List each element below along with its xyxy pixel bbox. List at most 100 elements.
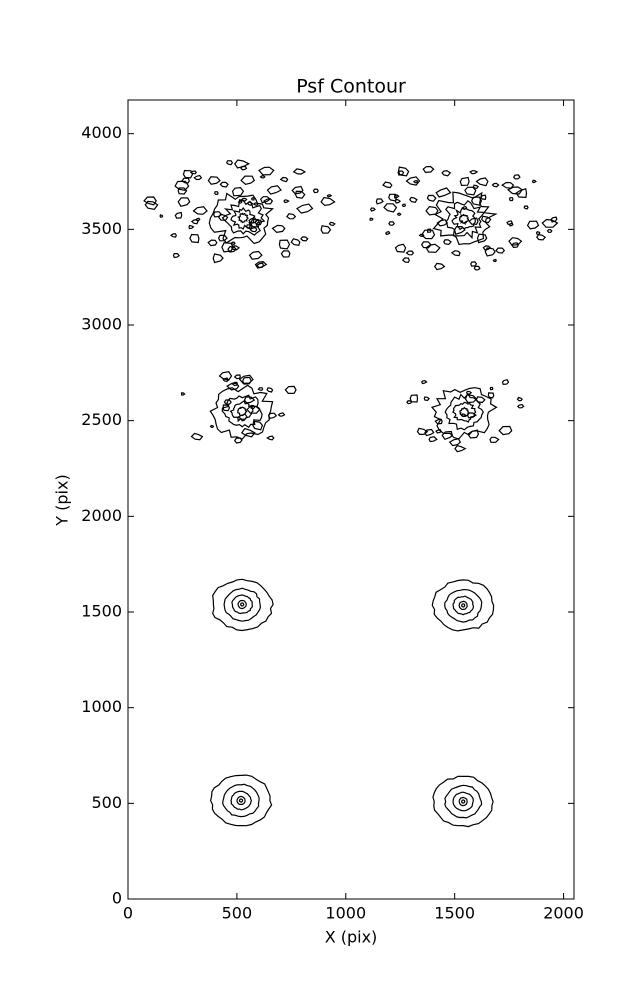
contour-line — [209, 774, 273, 827]
contour-line — [172, 253, 180, 259]
contour-line — [459, 176, 470, 187]
contour-line — [246, 405, 261, 414]
contour-line — [424, 428, 435, 437]
contour-line — [451, 207, 476, 231]
contour-line — [208, 192, 275, 245]
contour-line — [470, 261, 478, 267]
contour-line — [405, 176, 421, 186]
contour-line — [236, 795, 246, 806]
contour-line — [231, 381, 238, 387]
contour-line — [250, 404, 256, 410]
contour-line — [246, 201, 254, 206]
contour-line — [466, 412, 477, 419]
contour-line — [213, 211, 223, 218]
x-tick-label: 2000 — [543, 904, 584, 923]
contour-line — [223, 399, 232, 405]
contour-line — [230, 241, 236, 246]
contour-line — [452, 791, 474, 812]
y-tick-label: 0 — [112, 889, 122, 908]
contour-line — [222, 404, 231, 412]
contour-line — [482, 245, 492, 251]
contour-line — [443, 239, 452, 246]
contour-line — [312, 188, 319, 194]
contour-line — [218, 213, 229, 221]
contour-line — [225, 160, 234, 166]
contour-line — [370, 207, 376, 212]
contour-line — [250, 197, 255, 201]
contour-line — [189, 170, 197, 175]
contour-line — [283, 199, 290, 204]
contour-line — [268, 412, 278, 419]
contour-line — [409, 394, 419, 403]
contour-line — [209, 424, 215, 428]
contour-line — [188, 224, 195, 230]
contour-line — [431, 579, 495, 632]
contour-line — [487, 392, 495, 399]
contour-line — [452, 595, 475, 616]
contour-line — [385, 230, 391, 236]
y-tick-label: 3500 — [81, 219, 122, 238]
contour-line — [453, 226, 466, 235]
contour-line — [452, 401, 477, 423]
contour-line — [428, 436, 438, 443]
contour-line — [432, 775, 494, 828]
contour-line — [511, 242, 519, 249]
contour-line — [535, 231, 541, 235]
contour-line — [209, 384, 274, 440]
contour-line — [435, 429, 442, 434]
contour-line — [300, 236, 309, 242]
contour-line — [231, 594, 254, 615]
contour-line — [222, 783, 260, 818]
contour-line — [458, 600, 468, 611]
contour-line — [409, 196, 418, 203]
contour-line — [459, 406, 470, 418]
contour-line — [180, 392, 186, 396]
contour-line — [240, 165, 248, 171]
contour-line — [286, 213, 297, 220]
contour-line — [480, 215, 492, 224]
contour-line — [458, 796, 468, 807]
contour-line — [266, 185, 282, 195]
contour-line — [242, 376, 252, 385]
contour-line — [212, 578, 274, 632]
contour-line — [425, 205, 439, 216]
contour-line — [177, 197, 191, 207]
contour-line — [508, 197, 514, 202]
contour-line — [541, 218, 559, 228]
contour-line — [212, 253, 224, 264]
contour-line — [249, 226, 258, 233]
contour-line — [292, 168, 307, 175]
contour-line — [277, 412, 286, 417]
contour-line — [233, 374, 241, 380]
contour-line — [464, 394, 478, 404]
contour-line — [506, 220, 513, 226]
contour-line — [516, 403, 525, 409]
contour-line — [396, 212, 402, 216]
contour-line — [436, 219, 449, 227]
contour-line — [480, 194, 487, 200]
contour-line — [508, 237, 523, 246]
contour-line — [326, 194, 333, 198]
contour-line — [218, 371, 233, 381]
y-axis-label: Y (pix) — [53, 474, 72, 526]
contour-line — [230, 206, 256, 230]
contour-line — [375, 198, 384, 205]
contour-line — [448, 438, 462, 447]
contour-line — [426, 194, 437, 202]
contour-line — [214, 191, 219, 196]
contour-line — [472, 184, 479, 190]
contour-line — [279, 176, 289, 183]
contour-line — [240, 427, 256, 438]
contour-line — [248, 217, 258, 224]
y-tick-label: 1500 — [81, 602, 122, 621]
contour-line — [259, 175, 266, 179]
contour-line — [240, 602, 245, 607]
contour-line — [182, 169, 194, 179]
x-tick-label: 500 — [222, 904, 253, 923]
contour-line — [501, 181, 515, 189]
contour-line — [546, 229, 553, 233]
contour-line — [143, 196, 157, 206]
contour-line — [531, 179, 537, 184]
y-tick-label: 2000 — [81, 506, 122, 525]
